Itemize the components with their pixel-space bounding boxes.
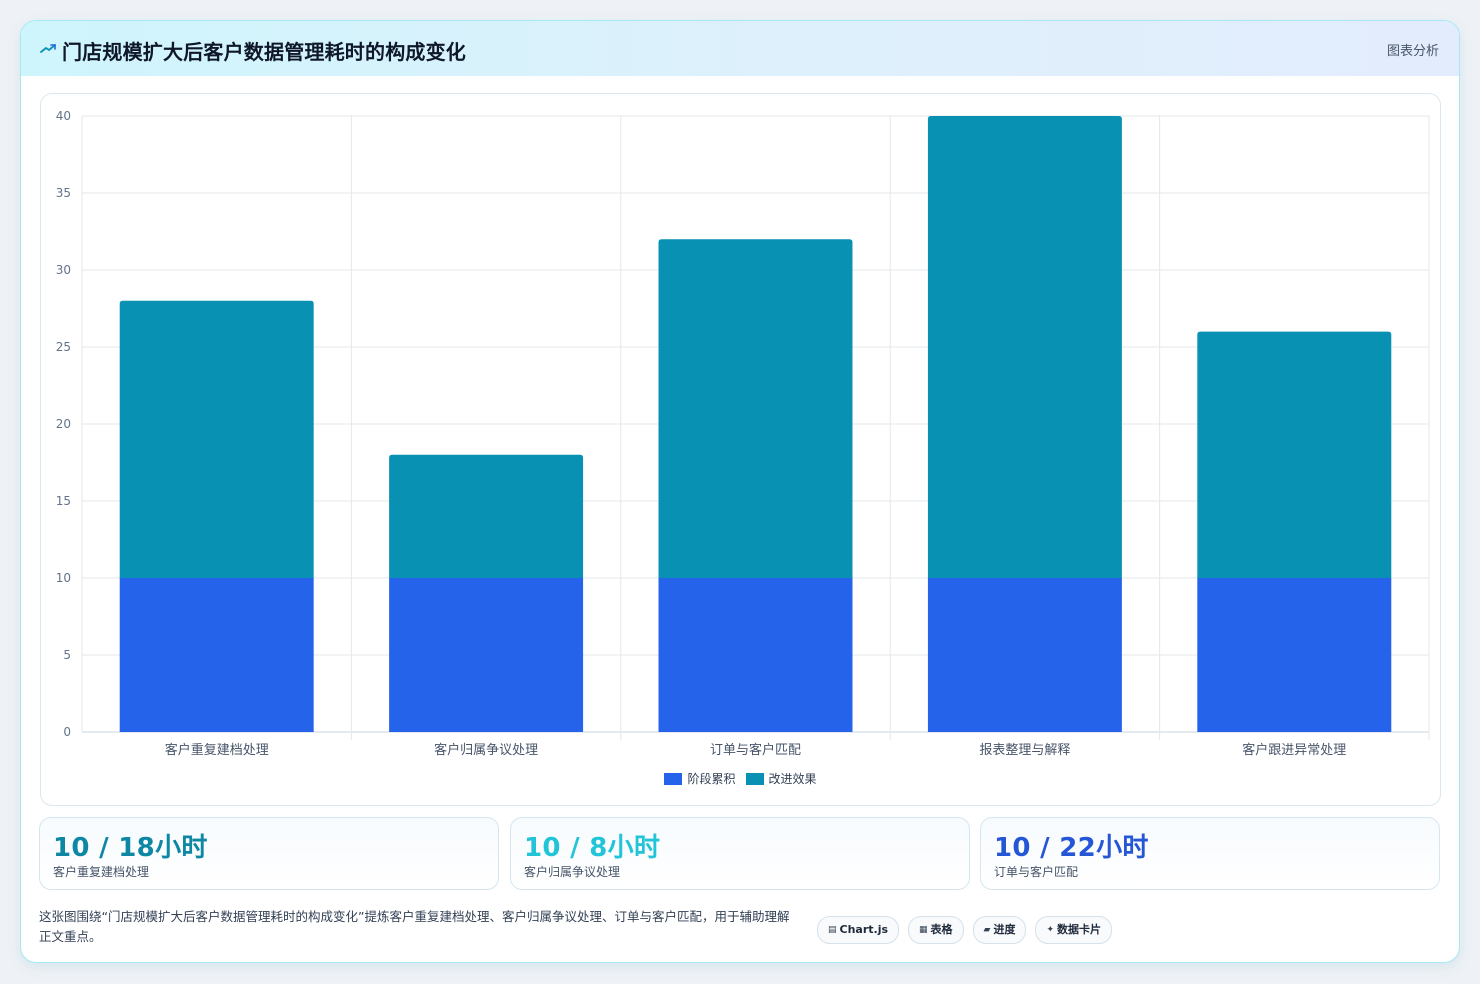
stat-label-3: 订单与客户匹配 bbox=[994, 865, 1079, 879]
chip-data-card[interactable]: ✦ 数据卡片 bbox=[1035, 916, 1113, 944]
chart-analysis-tag: 图表分析 bbox=[1386, 44, 1439, 59]
stacked-bar-chart: 0 5 10 15 20 25 30 35 40 客户重复建档处理 客户归属争议处理 订单与客户匹配 报… bbox=[56, 109, 1430, 758]
chip-label: Chart.js bbox=[839, 923, 889, 936]
bar-series-a bbox=[389, 578, 584, 732]
chip-chartjs[interactable]: ▤ Chart.js bbox=[817, 916, 900, 944]
card-header: 门店规模扩大后客户数据管理耗时的构成变化 图表分析 bbox=[21, 21, 1459, 76]
bar-series-a bbox=[119, 578, 314, 732]
chart-legend: 阶段累积 改进效果 bbox=[41, 770, 1440, 787]
y-tick-label: 40 bbox=[56, 109, 71, 123]
x-tick-label: 报表整理与解释 bbox=[979, 743, 1070, 758]
chart-panel: 0 5 10 15 20 25 30 35 40 客户重复建档处理 客户归属争议处理 订单与客户匹配 报… bbox=[40, 93, 1441, 806]
x-tick-label: 客户归属争议处理 bbox=[434, 742, 538, 758]
stat-value-1: 10 / 18小时 bbox=[53, 833, 208, 863]
y-tick-label: 35 bbox=[56, 186, 71, 200]
legend-item-series-a[interactable]: 阶段累积 bbox=[664, 770, 736, 787]
legend-swatch-series-a bbox=[664, 772, 683, 785]
bar-series-a bbox=[658, 578, 853, 732]
legend-item-series-b[interactable]: 改进效果 bbox=[745, 770, 817, 787]
stat-value-3: 10 / 22小时 bbox=[994, 833, 1149, 863]
stat-card-2: 10 / 8小时 客户归属争议处理 bbox=[510, 817, 970, 890]
y-tick-label: 15 bbox=[56, 494, 71, 508]
chip-progress[interactable]: ▰ 进度 bbox=[972, 916, 1027, 944]
tech-chips: ▤ Chart.js ▦ 表格 ▰ 进度 ✦ 数据卡片 bbox=[817, 916, 1113, 944]
y-tick-label: 0 bbox=[63, 725, 71, 739]
bar-series-a bbox=[1197, 578, 1392, 732]
bar-series-a bbox=[927, 578, 1122, 732]
legend-swatch-series-b bbox=[745, 772, 764, 785]
y-tick-label: 30 bbox=[56, 263, 71, 277]
chart-card: 门店规模扩大后客户数据管理耗时的构成变化 图表分析 0 5 10 15 20 25 30 35… bbox=[20, 20, 1460, 963]
y-tick-label: 25 bbox=[56, 340, 71, 354]
y-tick-label: 20 bbox=[56, 417, 71, 431]
chip-label: 表格 bbox=[930, 923, 953, 936]
stat-card-1: 10 / 18小时 客户重复建档处理 bbox=[39, 817, 499, 890]
stat-label-2: 客户归属争议处理 bbox=[524, 865, 621, 879]
y-tick-label: 10 bbox=[56, 571, 71, 585]
bar-series-b bbox=[927, 116, 1122, 578]
bar-series-b bbox=[658, 239, 853, 578]
progress-icon: ▰ bbox=[983, 925, 991, 935]
legend-label-series-a: 阶段累积 bbox=[687, 772, 736, 786]
x-tick-label: 订单与客户匹配 bbox=[710, 742, 801, 758]
x-tick-label: 客户跟进异常处理 bbox=[1242, 742, 1346, 758]
stat-card-3: 10 / 22小时 订单与客户匹配 bbox=[980, 817, 1440, 890]
chart-icon: ▤ bbox=[828, 925, 837, 935]
bar-series-b bbox=[1197, 331, 1392, 578]
stat-label-1: 客户重复建档处理 bbox=[53, 865, 150, 879]
x-tick-label: 客户重复建档处理 bbox=[165, 742, 269, 758]
spark-icon: ✦ bbox=[1046, 925, 1055, 935]
chart-title: 门店规模扩大后客户数据管理耗时的构成变化 bbox=[62, 40, 466, 64]
stat-value-2: 10 / 8小时 bbox=[524, 833, 661, 863]
legend-label-series-b: 改进效果 bbox=[768, 772, 817, 786]
table-icon: ▦ bbox=[919, 925, 928, 935]
bar-series-b bbox=[119, 300, 314, 578]
y-tick-label: 5 bbox=[63, 648, 71, 662]
chip-label: 进度 bbox=[993, 923, 1016, 936]
chip-table[interactable]: ▦ 表格 bbox=[908, 916, 964, 944]
chip-label: 数据卡片 bbox=[1057, 923, 1102, 936]
trend-line-icon bbox=[40, 44, 56, 53]
bar-series-b bbox=[389, 454, 584, 578]
chart-note: 这张图围绕“门店规模扩大后客户数据管理耗时的构成变化”提炼客户重复建档处理、客户… bbox=[39, 909, 790, 944]
